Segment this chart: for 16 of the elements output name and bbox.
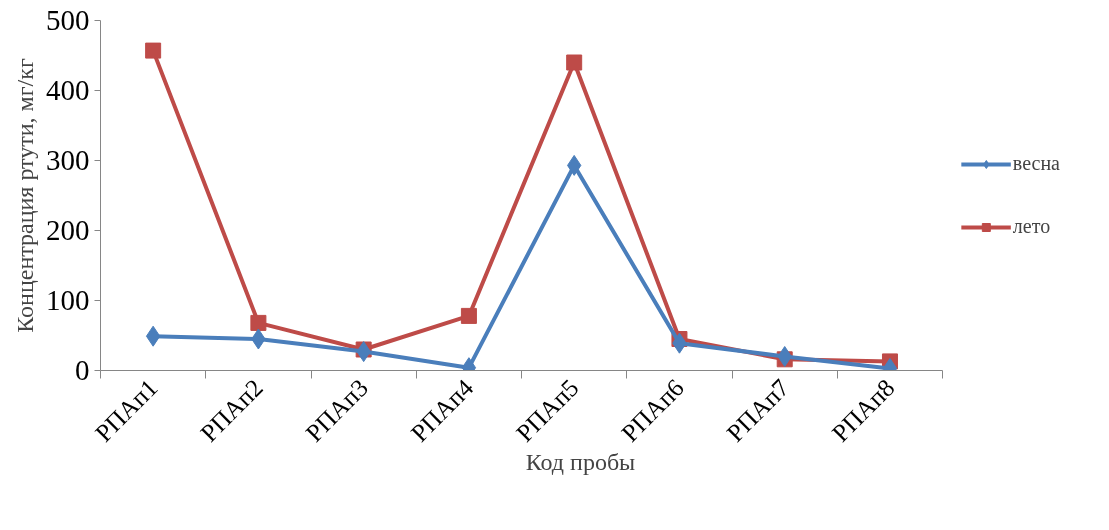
point [145,325,161,347]
y-tick-label: 0 [75,354,90,386]
point [145,42,162,59]
y-tick-label: 100 [46,284,90,316]
legend-label: весна [1012,152,1060,175]
legend-label: лето [1012,215,1051,238]
x-axis-title: Код пробы [525,449,636,476]
point [250,314,267,331]
point [460,307,477,324]
y-tick-label: 300 [46,144,90,176]
y-tick-label: 200 [46,214,90,246]
point [777,346,792,367]
y-tick-label: 400 [46,74,90,106]
y-tick-label: 500 [46,4,90,36]
point [566,54,583,71]
y-axis-title: Концентрация ртути, мг/кг [12,58,38,333]
